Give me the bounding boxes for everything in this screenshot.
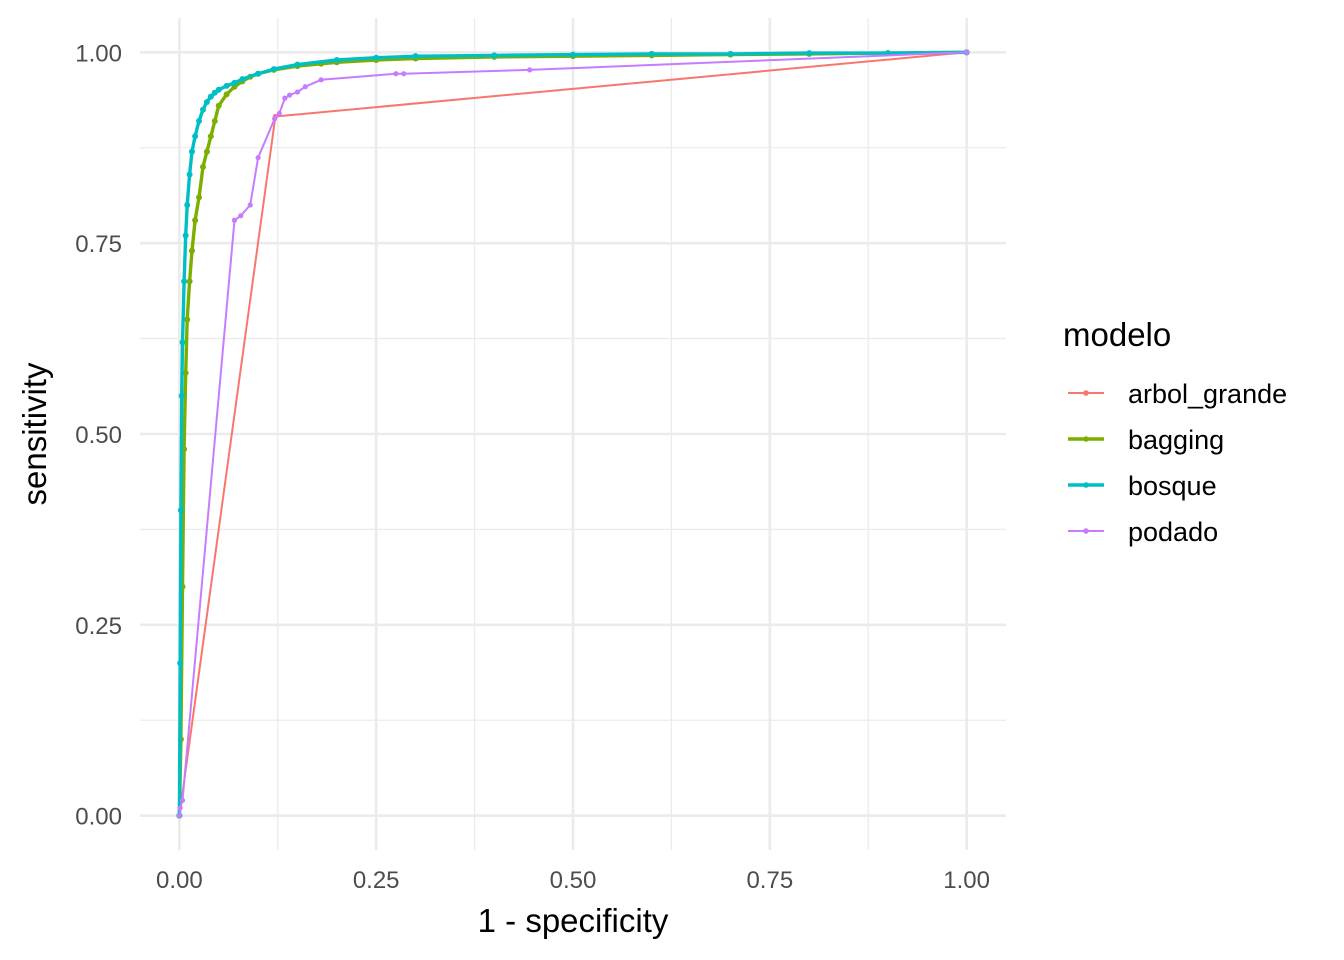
point-bosque bbox=[294, 61, 301, 68]
point-bagging bbox=[192, 217, 199, 224]
legend-item-podado: podado bbox=[1068, 517, 1218, 547]
point-bagging bbox=[215, 102, 222, 109]
legend-key-point bbox=[1083, 528, 1089, 534]
point-bagging bbox=[186, 278, 193, 285]
point-bosque bbox=[178, 392, 185, 399]
point-bosque bbox=[196, 118, 203, 125]
point-podado bbox=[272, 116, 278, 122]
point-podado bbox=[964, 49, 970, 55]
x-axis-title: 1 - specificity bbox=[478, 902, 669, 939]
point-podado bbox=[401, 71, 407, 77]
point-bagging bbox=[199, 163, 206, 170]
point-bosque bbox=[188, 148, 195, 155]
grid-major bbox=[140, 18, 1006, 850]
point-podado bbox=[282, 95, 288, 101]
point-bosque bbox=[255, 70, 262, 77]
point-bagging bbox=[188, 247, 195, 254]
point-bagging bbox=[207, 133, 214, 140]
point-bosque bbox=[806, 50, 813, 57]
point-bosque bbox=[648, 50, 655, 57]
point-podado bbox=[231, 217, 238, 223]
point-bosque bbox=[177, 507, 184, 514]
x-tick-label: 0.00 bbox=[156, 867, 203, 894]
point-bosque bbox=[177, 659, 184, 666]
point-bagging bbox=[203, 148, 210, 155]
point-podado bbox=[179, 797, 186, 803]
legend-label: podado bbox=[1128, 517, 1218, 547]
point-bosque bbox=[184, 202, 191, 209]
legend-key-point bbox=[1083, 436, 1089, 442]
point-bosque bbox=[199, 106, 206, 113]
point-bosque bbox=[192, 133, 199, 140]
x-tick-label: 0.50 bbox=[550, 867, 597, 894]
point-bosque bbox=[373, 54, 380, 61]
point-bosque bbox=[182, 232, 189, 239]
legend-item-arbol_grande: arbol_grande bbox=[1068, 379, 1287, 409]
point-bosque bbox=[223, 82, 230, 89]
legend-item-bosque: bosque bbox=[1068, 471, 1217, 501]
y-axis-ticks: 0.00 0.25 0.50 0.75 1.00 bbox=[75, 40, 122, 830]
legend-key-point bbox=[1083, 482, 1089, 488]
point-podado bbox=[302, 84, 308, 90]
legend-key-point bbox=[1083, 390, 1089, 396]
point-bosque bbox=[491, 52, 498, 59]
legend-item-bagging: bagging bbox=[1068, 425, 1224, 455]
point-podado bbox=[393, 71, 399, 77]
point-bagging bbox=[196, 194, 203, 201]
point-bosque bbox=[207, 93, 214, 100]
point-bagging bbox=[223, 91, 230, 98]
x-tick-label: 1.00 bbox=[943, 867, 990, 894]
point-podado bbox=[527, 67, 533, 73]
point-podado bbox=[238, 213, 244, 219]
point-podado bbox=[176, 813, 182, 819]
series-layer bbox=[176, 49, 970, 819]
point-bosque bbox=[179, 339, 186, 346]
point-podado bbox=[318, 77, 324, 83]
point-bagging bbox=[184, 316, 191, 323]
x-tick-label: 0.75 bbox=[746, 867, 793, 894]
point-bosque bbox=[727, 50, 734, 57]
point-bosque bbox=[570, 51, 576, 58]
y-tick-label: 0.50 bbox=[75, 422, 122, 449]
x-tick-label: 0.25 bbox=[353, 867, 400, 894]
point-bosque bbox=[186, 171, 193, 178]
legend-label: bosque bbox=[1128, 471, 1217, 501]
point-bosque bbox=[181, 278, 188, 285]
point-bosque bbox=[203, 98, 210, 105]
point-bosque bbox=[333, 56, 340, 63]
point-bosque bbox=[239, 76, 246, 83]
x-axis-ticks: 0.00 0.25 0.50 0.75 1.00 bbox=[156, 867, 990, 894]
point-podado bbox=[255, 155, 261, 161]
point-bosque bbox=[231, 79, 238, 86]
y-tick-label: 1.00 bbox=[75, 40, 122, 67]
point-podado bbox=[286, 92, 293, 98]
point-bagging bbox=[182, 369, 189, 376]
point-podado bbox=[276, 110, 282, 117]
point-bagging bbox=[211, 118, 218, 125]
y-tick-label: 0.25 bbox=[75, 613, 122, 640]
legend-label: arbol_grande bbox=[1128, 379, 1287, 409]
point-bosque bbox=[215, 86, 222, 93]
point-bosque bbox=[412, 53, 419, 60]
y-tick-label: 0.00 bbox=[75, 804, 122, 831]
point-bosque bbox=[270, 66, 277, 73]
legend-title: modelo bbox=[1063, 316, 1171, 353]
y-tick-label: 0.75 bbox=[75, 231, 122, 258]
point-podado bbox=[294, 89, 301, 95]
y-axis-title: sensitivity bbox=[16, 362, 53, 506]
point-podado bbox=[177, 805, 183, 811]
point-podado bbox=[247, 202, 253, 208]
legend-label: bagging bbox=[1128, 425, 1224, 455]
